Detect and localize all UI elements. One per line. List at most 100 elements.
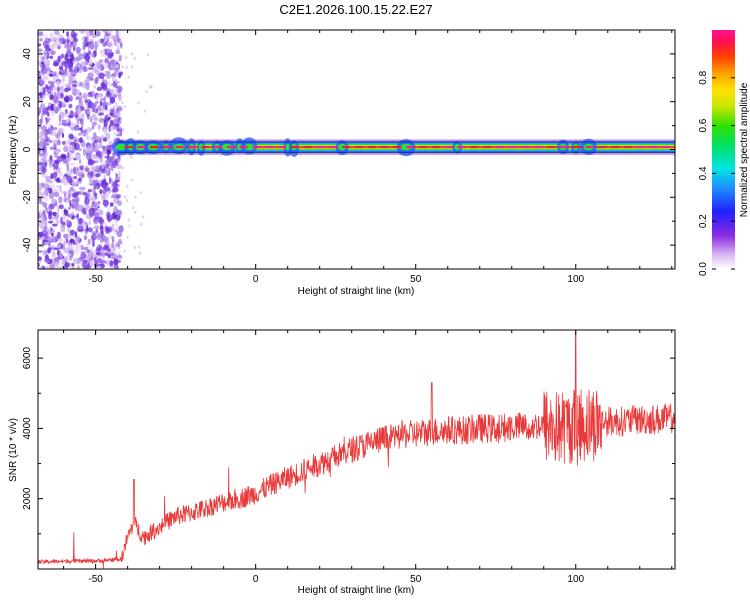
noise-dot bbox=[40, 115, 44, 122]
noise-dot bbox=[48, 179, 54, 184]
noise-dot bbox=[77, 50, 81, 56]
noise-dot bbox=[118, 170, 121, 179]
noise-dot bbox=[41, 216, 48, 224]
noise-dot bbox=[99, 50, 102, 53]
noise-dot bbox=[58, 250, 61, 254]
noise-dot bbox=[96, 61, 104, 70]
noise-dot bbox=[56, 40, 61, 47]
noise-dot bbox=[44, 141, 48, 148]
noise-dot bbox=[112, 171, 116, 175]
noise-dot bbox=[77, 228, 84, 232]
noise-dot bbox=[117, 225, 122, 230]
noise-dot bbox=[43, 214, 48, 221]
noise-dot bbox=[115, 49, 121, 55]
noise-dot bbox=[107, 30, 113, 35]
noise-dot bbox=[82, 66, 88, 73]
noise-dot bbox=[80, 251, 86, 255]
noise-dot bbox=[75, 96, 79, 100]
noise-dot bbox=[108, 232, 111, 238]
noise-dot bbox=[94, 79, 99, 85]
noise-dot bbox=[70, 162, 75, 166]
noise-dot bbox=[44, 188, 49, 195]
noise-dot bbox=[73, 37, 78, 43]
noise-dot bbox=[68, 144, 72, 152]
noise-dot bbox=[115, 161, 119, 166]
noise-dot bbox=[131, 178, 134, 182]
noise-dot bbox=[48, 191, 55, 200]
noise-dot bbox=[84, 167, 90, 173]
noise-dot bbox=[45, 175, 52, 181]
noise-dot bbox=[83, 223, 87, 230]
noise-dot bbox=[70, 54, 75, 61]
noise-dot bbox=[45, 133, 49, 140]
noise-dot bbox=[140, 222, 143, 226]
noise-dot bbox=[40, 103, 45, 111]
noise-dot bbox=[71, 92, 77, 96]
colorbar-tick-label: 0.4 bbox=[698, 166, 709, 180]
noise-dot bbox=[86, 113, 90, 118]
noise-dot bbox=[54, 159, 59, 165]
noise-dot bbox=[103, 187, 106, 196]
noise-dot bbox=[82, 45, 86, 51]
noise-dot bbox=[66, 175, 72, 184]
noise-dot bbox=[59, 92, 64, 99]
noise-dot bbox=[49, 50, 57, 56]
noise-dot bbox=[58, 100, 63, 109]
noise-dot bbox=[41, 93, 46, 99]
noise-dot bbox=[73, 176, 77, 179]
noise-dot bbox=[130, 65, 133, 69]
noise-dot bbox=[60, 54, 64, 59]
noise-dot bbox=[53, 212, 60, 220]
noise-dot bbox=[73, 32, 78, 37]
snr-frame bbox=[37, 329, 676, 570]
noise-dot bbox=[72, 242, 78, 245]
noise-dot bbox=[48, 123, 51, 130]
noise-dot bbox=[104, 191, 109, 200]
noise-dot bbox=[49, 154, 53, 161]
noise-dot bbox=[78, 98, 83, 105]
noise-dot bbox=[106, 37, 109, 43]
noise-dot bbox=[67, 152, 70, 159]
noise-dot bbox=[108, 205, 111, 210]
noise-dot bbox=[112, 182, 118, 189]
noise-dot bbox=[94, 206, 98, 212]
noise-dot bbox=[75, 245, 82, 252]
noise-dot bbox=[64, 53, 69, 62]
noise-dot bbox=[65, 112, 70, 118]
noise-dot bbox=[97, 124, 101, 130]
noise-dot bbox=[113, 123, 119, 127]
noise-dot bbox=[89, 171, 94, 178]
ridge-blotch bbox=[285, 143, 291, 151]
noise-dot bbox=[88, 220, 91, 226]
noise-dot bbox=[94, 212, 100, 218]
x-tick-label: 0 bbox=[253, 274, 259, 285]
noise-dot bbox=[75, 191, 82, 194]
noise-dot bbox=[131, 52, 134, 56]
noise-dot bbox=[56, 189, 60, 192]
noise-dot bbox=[60, 224, 66, 233]
noise-dot bbox=[45, 210, 51, 213]
noise-dot bbox=[75, 81, 80, 86]
noise-dot bbox=[101, 180, 108, 189]
noise-dot bbox=[118, 54, 122, 62]
noise-dot bbox=[78, 177, 82, 182]
noise-dot bbox=[108, 48, 113, 54]
noise-dot bbox=[81, 207, 87, 215]
noise-dot bbox=[87, 136, 91, 141]
noise-dot bbox=[100, 161, 107, 166]
noise-dot bbox=[41, 110, 45, 116]
noise-dot bbox=[67, 60, 71, 68]
noise-dot bbox=[38, 132, 42, 139]
noise-dot bbox=[93, 192, 98, 198]
noise-dot bbox=[39, 85, 44, 93]
noise-dot bbox=[68, 232, 72, 241]
noise-dot bbox=[96, 252, 101, 256]
noise-dot bbox=[97, 258, 103, 263]
noise-dot bbox=[41, 229, 48, 233]
noise-dot bbox=[137, 245, 141, 249]
noise-dot bbox=[42, 183, 49, 188]
noise-dot bbox=[40, 202, 44, 207]
noise-dot bbox=[43, 33, 49, 39]
noise-dot bbox=[65, 237, 69, 244]
noise-dot bbox=[51, 191, 57, 195]
